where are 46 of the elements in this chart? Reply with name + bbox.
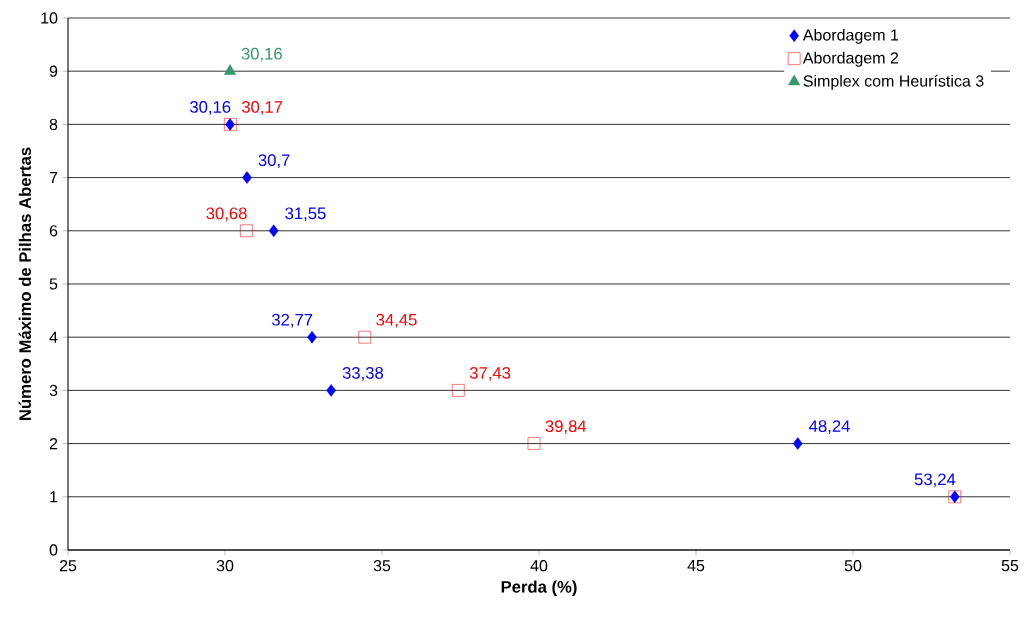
y-tick-label: 9 — [49, 65, 58, 77]
y-tick-label: 3 — [49, 384, 58, 397]
legend-label: Abordagem 2 — [802, 51, 899, 67]
y-axis-title: Número Máximo de Pilhas Abertas — [18, 147, 32, 420]
x-tick-label: 55 — [1001, 560, 1019, 572]
point — [240, 224, 253, 238]
annotation: 30,7 — [258, 154, 290, 168]
x-tick-label: 30 — [216, 560, 234, 572]
y-tick-label: 10 — [41, 12, 58, 24]
point — [307, 330, 317, 344]
point — [242, 171, 252, 184]
y-tick-label: 4 — [49, 331, 58, 343]
x-tick-label: 25 — [59, 560, 77, 572]
annotation: 53,24 — [914, 473, 956, 488]
annotation: 32,77 — [271, 313, 313, 328]
x-tick-label: 40 — [530, 560, 548, 572]
annotation: 48,24 — [809, 420, 850, 434]
annotation: 30,68 — [206, 207, 247, 222]
annotation: 30,16 — [190, 101, 231, 115]
annotation: 31,55 — [285, 207, 326, 222]
annotation: 39,84 — [545, 420, 587, 434]
legend-label: Simplex com Heurística 3 — [803, 74, 984, 90]
y-tick-label: 0 — [49, 544, 58, 556]
x-axis-title: Perda (%) — [501, 580, 577, 597]
x-tick-label: 35 — [373, 560, 391, 572]
x-tick-label: 50 — [844, 560, 862, 572]
point — [268, 224, 279, 238]
point — [527, 437, 541, 450]
annotation: 30,16 — [241, 47, 282, 62]
annotation: 37,43 — [469, 367, 511, 381]
annotation: 33,38 — [342, 367, 384, 381]
point — [792, 437, 803, 450]
y-tick-label: 8 — [49, 118, 58, 131]
legend-label: Abordagem 1 — [802, 28, 899, 44]
point — [358, 330, 372, 344]
annotation: 34,45 — [376, 313, 417, 328]
y-tick-label: 2 — [49, 438, 58, 450]
annotation: 30,17 — [241, 101, 283, 115]
point — [223, 64, 237, 75]
y-tick-label: 1 — [50, 491, 58, 503]
y-tick-label: 7 — [49, 172, 58, 184]
point — [326, 384, 336, 397]
y-tick-label: 6 — [49, 225, 58, 237]
x-tick-label: 45 — [687, 560, 705, 572]
y-tick-label: 5 — [49, 278, 58, 290]
point — [452, 384, 465, 397]
